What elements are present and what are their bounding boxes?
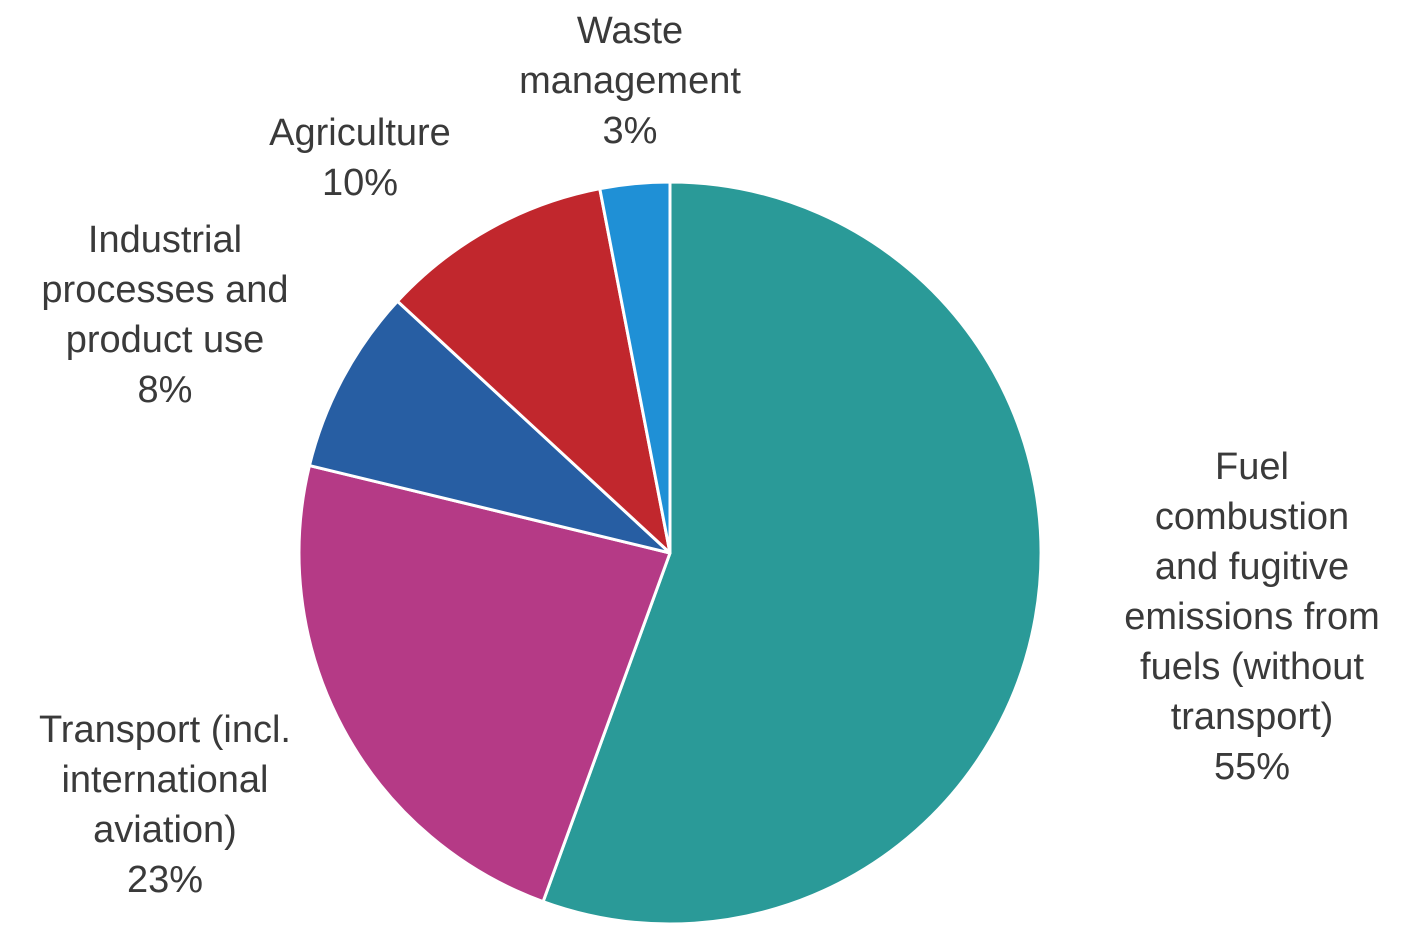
slice-label-fuel-combustion: Fuel combustion and fugitive emissions f… bbox=[1096, 442, 1408, 792]
slice-label-waste-management: Waste management 3% bbox=[490, 6, 770, 156]
slice-label-line: management bbox=[519, 60, 741, 102]
pie-slice-transport-incl bbox=[297, 464, 672, 904]
slice-value-label: 3% bbox=[602, 110, 658, 152]
slice-label-line: Fuel bbox=[1215, 446, 1289, 488]
slice-label-line: Waste bbox=[576, 10, 684, 52]
slice-label-line: fuels (without bbox=[1140, 646, 1364, 688]
slice-label-line: combustion bbox=[1154, 496, 1350, 538]
slice-label-line: international bbox=[61, 759, 269, 801]
pie-slice-industrial bbox=[307, 299, 672, 555]
slice-label-line: aviation) bbox=[93, 809, 237, 851]
pie-slice-waste bbox=[598, 180, 672, 555]
slice-label-line: Agriculture bbox=[269, 112, 451, 154]
slice-value-label: 8% bbox=[137, 369, 193, 411]
slice-label-line: transport) bbox=[1170, 696, 1334, 738]
slice-label-transport: Transport (incl. international aviation)… bbox=[0, 705, 330, 905]
slice-value-label: 10% bbox=[321, 162, 399, 204]
slice-label-line: processes and bbox=[41, 269, 289, 311]
slice-label-agriculture: Agriculture 10% bbox=[230, 108, 490, 208]
slice-value-label: 55% bbox=[1213, 746, 1291, 788]
slice-label-line: and fugitive bbox=[1154, 546, 1350, 588]
slice-label-line: Industrial bbox=[87, 219, 243, 261]
pie-slice-agriculture bbox=[395, 187, 672, 555]
slice-label-line: Transport (incl. bbox=[39, 709, 291, 751]
slice-label-line: product use bbox=[65, 319, 265, 361]
slice-label-industrial-processes: Industrial processes and product use 8% bbox=[0, 215, 330, 415]
slice-value-label: 23% bbox=[126, 859, 204, 901]
pie-slices bbox=[297, 180, 1043, 926]
slice-label-line: emissions from bbox=[1124, 596, 1380, 638]
pie-slice-fuel bbox=[541, 180, 1043, 926]
